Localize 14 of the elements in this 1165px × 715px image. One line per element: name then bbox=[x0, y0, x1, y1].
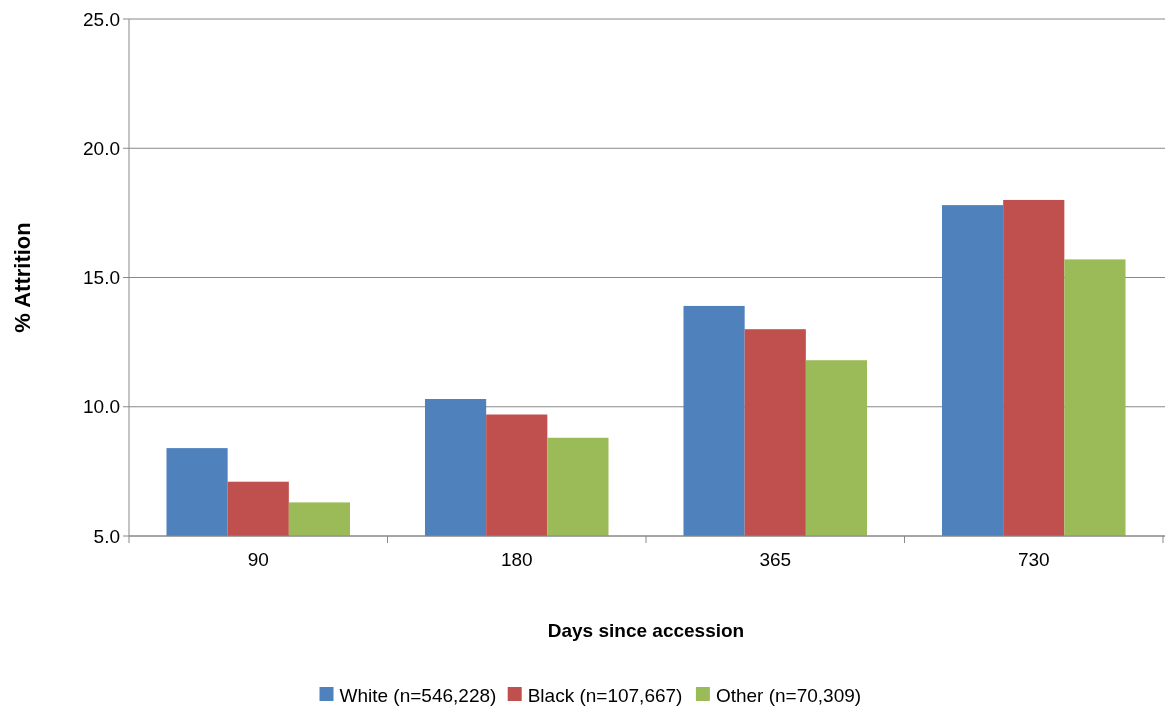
y-tick-label: 15.0 bbox=[83, 267, 120, 289]
legend-label: Black (n=107,667) bbox=[527, 685, 683, 706]
y-tick-label: 25.0 bbox=[83, 8, 120, 30]
y-tick-label: 20.0 bbox=[83, 137, 120, 159]
y-tick-label: 5.0 bbox=[93, 525, 120, 547]
legend-label: White (n=546,228) bbox=[339, 685, 497, 706]
x-axis-title: Days since accession bbox=[547, 620, 745, 641]
y-axis-title: % Attrition bbox=[10, 222, 35, 333]
x-tick-label: 180 bbox=[500, 549, 533, 570]
x-tick-label: 730 bbox=[1017, 549, 1050, 570]
x-tick-label: 365 bbox=[759, 549, 792, 570]
x-tick-label: 90 bbox=[247, 549, 269, 570]
legend-label: Other (n=70,309) bbox=[715, 685, 862, 706]
y-tick-label: 10.0 bbox=[83, 396, 120, 418]
